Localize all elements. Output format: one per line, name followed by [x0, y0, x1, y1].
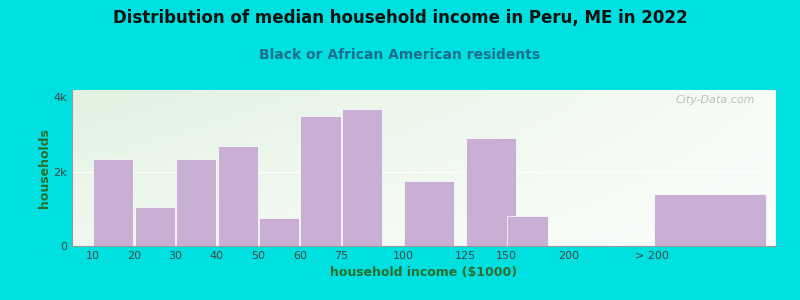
- Bar: [507, 216, 548, 246]
- Bar: [218, 146, 258, 246]
- Bar: [342, 109, 382, 246]
- Text: Distribution of median household income in Peru, ME in 2022: Distribution of median household income …: [113, 9, 687, 27]
- Text: Black or African American residents: Black or African American residents: [259, 48, 541, 62]
- Bar: [404, 181, 454, 246]
- X-axis label: household income ($1000): household income ($1000): [330, 266, 518, 279]
- Bar: [300, 116, 341, 246]
- Bar: [134, 207, 175, 246]
- Bar: [176, 159, 216, 246]
- Bar: [259, 218, 299, 246]
- Bar: [654, 194, 766, 246]
- Y-axis label: households: households: [38, 128, 50, 208]
- Bar: [466, 138, 517, 246]
- Text: City-Data.com: City-Data.com: [675, 95, 755, 105]
- Bar: [94, 159, 134, 246]
